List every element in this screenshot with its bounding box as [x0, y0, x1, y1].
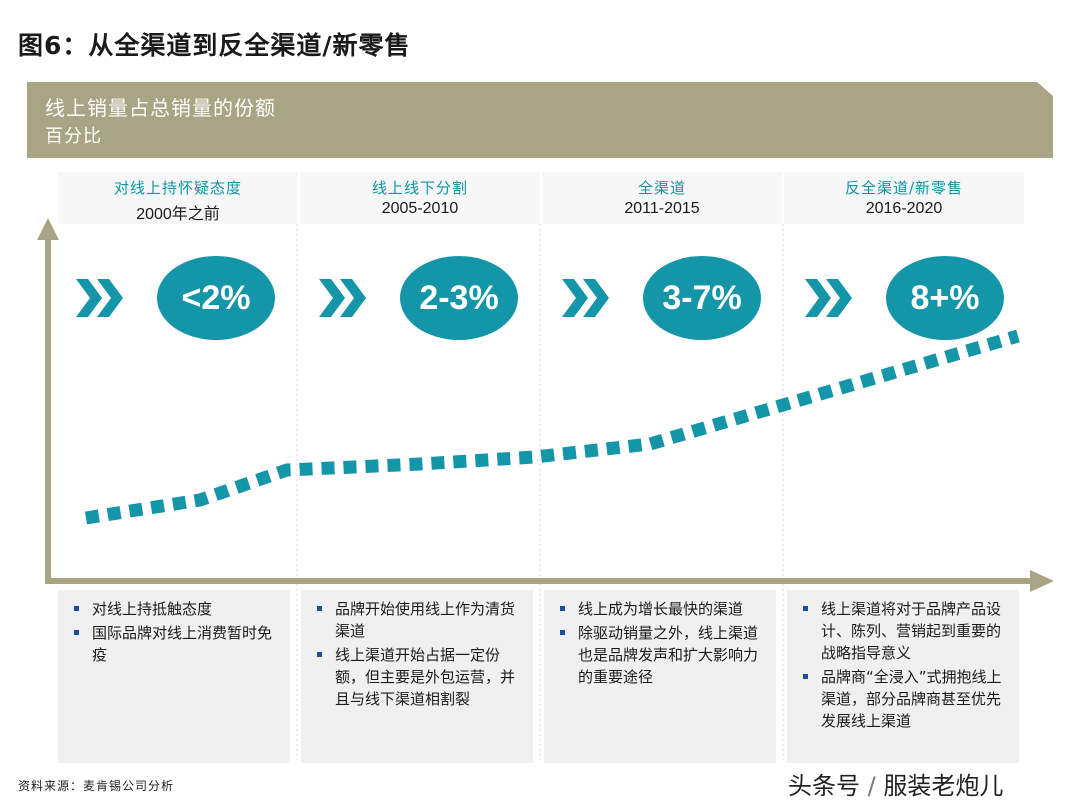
phase-notes-2: 品牌开始使用线上作为清货渠道 线上渠道开始占据一定份额，但主要是外包运营，并且与…: [301, 590, 533, 763]
phase-years: 2000年之前: [136, 206, 220, 223]
phase-notes-4: 线上渠道将对于品牌产品设计、陈列、营销起到重要的战略指导意义 品牌商“全浸入”式…: [787, 590, 1019, 763]
note-item: 线上成为增长最快的渠道: [554, 598, 768, 620]
x-axis-arrow: [45, 570, 1054, 592]
note-item: 品牌开始使用线上作为清货渠道: [311, 598, 525, 642]
watermark-slash: /: [867, 772, 876, 800]
watermark-left: 头条号: [788, 772, 860, 800]
phase-header-1: 对线上持怀疑态度 2000年之前: [58, 172, 298, 224]
banner-shape: [27, 82, 1053, 158]
phase-name: 反全渠道/新零售: [844, 179, 964, 197]
figure-title: 图6：从全渠道到反全渠道/新零售: [18, 31, 411, 60]
phase-notes-1: 对线上持抵触态度 国际品牌对线上消费暂时免疫: [58, 590, 290, 763]
note-item: 品牌商“全浸入”式拥抱线上渠道，部分品牌商甚至优先发展线上渠道: [797, 666, 1011, 732]
phase-name: 全渠道: [637, 179, 686, 197]
banner-subtitle: 百分比: [45, 126, 102, 147]
phase-name: 对线上持怀疑态度: [113, 179, 242, 197]
source-note: 资料来源：麦肯锡公司分析: [18, 779, 175, 793]
watermark-right: 服装老炮儿: [883, 772, 1004, 800]
note-item: 对线上持抵触态度: [68, 598, 282, 620]
phase-name: 线上线下分割: [371, 179, 468, 197]
note-item: 除驱动销量之外，线上渠道也是品牌发声和扩大影响力的重要途径: [554, 622, 768, 688]
note-item: 国际品牌对线上消费暂时免疫: [68, 622, 282, 666]
phase-years: 2005-2010: [381, 200, 459, 217]
double-chevron-icon: [319, 279, 366, 317]
share-badge: 3-7%: [643, 256, 761, 340]
phase-years: 2011-2015: [624, 200, 700, 217]
share-badge: 2-3%: [400, 256, 518, 340]
phase-notes-3: 线上成为增长最快的渠道 除驱动销量之外，线上渠道也是品牌发声和扩大影响力的重要途…: [544, 590, 776, 763]
share-badge: 8+%: [886, 256, 1004, 340]
double-chevron-icon: [76, 279, 123, 317]
watermark: 头条号 / 服装老炮儿: [788, 766, 1003, 801]
chart-banner: 线上销量占总销量的份额 百分比: [27, 82, 1053, 158]
phase-years: 2016-2020: [865, 200, 943, 217]
double-chevron-icon: [805, 279, 852, 317]
phase-header-2: 线上线下分割 2005-2010: [300, 172, 540, 224]
share-badge: <2%: [157, 256, 275, 340]
note-item: 线上渠道将对于品牌产品设计、陈列、营销起到重要的战略指导意义: [797, 598, 1011, 664]
y-axis-arrow: [37, 218, 59, 584]
phase-header-4: 反全渠道/新零售 2016-2020: [784, 172, 1024, 224]
double-chevron-icon: [562, 279, 609, 317]
banner-title: 线上销量占总销量的份额: [45, 96, 276, 120]
growth-trend-line: [84, 329, 1020, 525]
phase-header-3: 全渠道 2011-2015: [542, 172, 782, 224]
note-item: 线上渠道开始占据一定份额，但主要是外包运营，并且与线下渠道相割裂: [311, 644, 525, 710]
